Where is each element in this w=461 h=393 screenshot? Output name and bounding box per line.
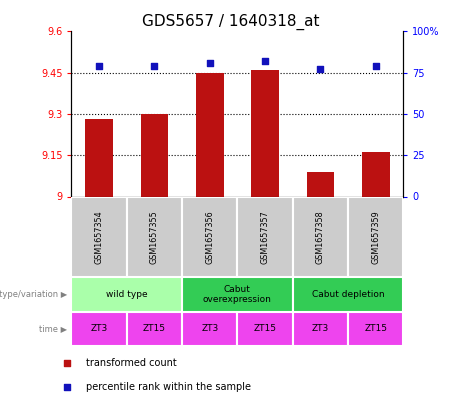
Bar: [127, 312, 182, 346]
Text: ZT15: ZT15: [364, 325, 387, 333]
Text: transformed count: transformed count: [86, 358, 177, 367]
Point: [151, 63, 158, 69]
Text: ZT15: ZT15: [254, 325, 277, 333]
Bar: [182, 312, 237, 346]
Text: Cabut
overexpression: Cabut overexpression: [203, 285, 272, 304]
Point: [206, 60, 213, 66]
Text: GSM1657359: GSM1657359: [371, 210, 380, 264]
Text: ZT3: ZT3: [312, 325, 329, 333]
Point: [95, 63, 103, 69]
Point: [317, 66, 324, 73]
Text: GSM1657356: GSM1657356: [205, 210, 214, 264]
Text: GSM1657358: GSM1657358: [316, 210, 325, 264]
Bar: [196, 73, 224, 196]
Bar: [251, 70, 279, 196]
Text: GDS5657 / 1640318_at: GDS5657 / 1640318_at: [142, 14, 319, 30]
Text: GSM1657354: GSM1657354: [95, 210, 104, 264]
Bar: [71, 196, 127, 277]
Point: [64, 383, 71, 389]
Text: percentile rank within the sample: percentile rank within the sample: [86, 382, 251, 391]
Bar: [362, 152, 390, 196]
Text: Cabut depletion: Cabut depletion: [312, 290, 384, 299]
Bar: [127, 196, 182, 277]
Text: ZT3: ZT3: [201, 325, 219, 333]
Bar: [307, 172, 334, 196]
Bar: [293, 277, 403, 312]
Bar: [348, 196, 403, 277]
Bar: [293, 196, 348, 277]
Point: [64, 359, 71, 365]
Bar: [85, 119, 113, 196]
Point: [372, 63, 379, 69]
Text: GSM1657357: GSM1657357: [260, 210, 270, 264]
Bar: [182, 277, 293, 312]
Point: [261, 58, 269, 64]
Bar: [348, 312, 403, 346]
Text: ZT15: ZT15: [143, 325, 166, 333]
Bar: [237, 196, 293, 277]
Text: ZT3: ZT3: [90, 325, 108, 333]
Bar: [293, 312, 348, 346]
Text: wild type: wild type: [106, 290, 148, 299]
Bar: [141, 114, 168, 196]
Text: GSM1657355: GSM1657355: [150, 210, 159, 264]
Bar: [71, 312, 127, 346]
Bar: [237, 312, 293, 346]
Bar: [71, 277, 182, 312]
Bar: [182, 196, 237, 277]
Text: time ▶: time ▶: [39, 325, 67, 333]
Text: genotype/variation ▶: genotype/variation ▶: [0, 290, 67, 299]
